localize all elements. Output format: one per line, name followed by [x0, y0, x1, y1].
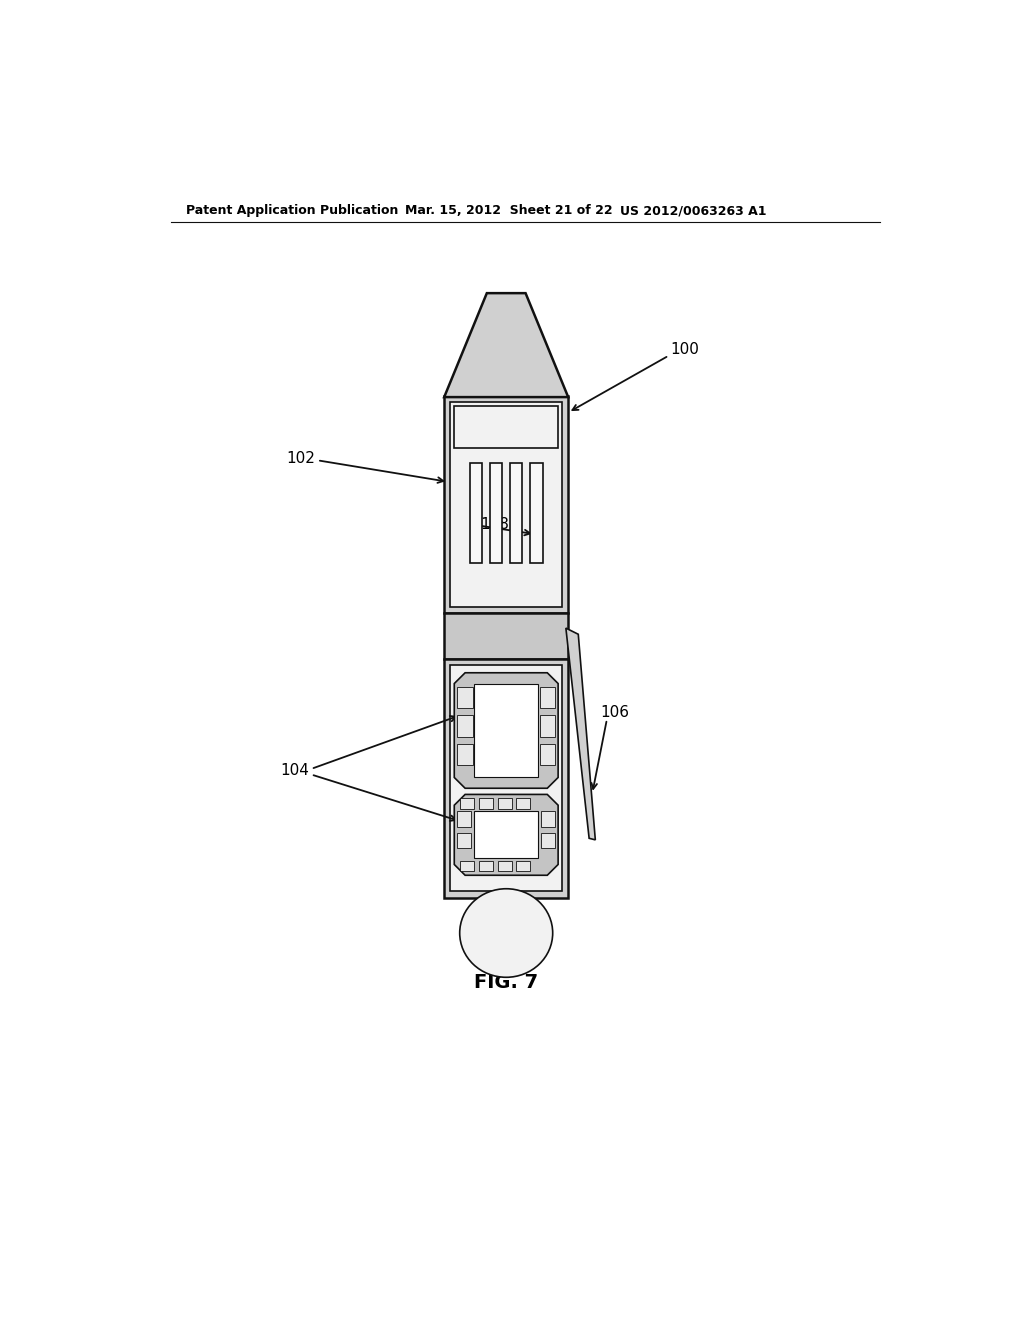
Text: US 2012/0063263 A1: US 2012/0063263 A1 — [621, 205, 767, 218]
Bar — [541, 812, 555, 826]
Bar — [474, 812, 538, 858]
Text: Patent Application Publication: Patent Application Publication — [186, 205, 398, 218]
Polygon shape — [455, 795, 558, 875]
Bar — [541, 833, 555, 849]
Text: 104: 104 — [281, 763, 309, 777]
Bar — [540, 715, 555, 737]
Bar — [498, 861, 512, 871]
Bar — [498, 799, 512, 809]
Text: 100: 100 — [671, 342, 699, 356]
Bar — [489, 463, 503, 564]
Bar — [516, 861, 530, 871]
Bar — [458, 743, 473, 766]
Bar — [479, 861, 493, 871]
Bar — [458, 833, 471, 849]
Bar — [458, 686, 473, 708]
Ellipse shape — [460, 888, 553, 977]
Bar — [461, 861, 474, 871]
Bar — [458, 715, 473, 737]
Bar — [444, 659, 568, 898]
Bar — [530, 463, 543, 564]
Bar — [451, 401, 562, 607]
Bar — [458, 812, 471, 826]
Bar — [444, 396, 568, 612]
Bar — [444, 612, 568, 659]
Bar — [516, 799, 530, 809]
Text: 102: 102 — [287, 451, 315, 466]
Bar — [540, 686, 555, 708]
Bar — [474, 684, 538, 776]
Bar — [470, 463, 482, 564]
Polygon shape — [455, 673, 558, 788]
Bar — [510, 463, 522, 564]
Bar — [461, 799, 474, 809]
Bar — [451, 665, 562, 891]
Text: Mar. 15, 2012  Sheet 21 of 22: Mar. 15, 2012 Sheet 21 of 22 — [406, 205, 613, 218]
Bar — [540, 743, 555, 766]
Text: 106: 106 — [601, 705, 630, 721]
Polygon shape — [444, 293, 568, 397]
Text: FIG. 7: FIG. 7 — [474, 973, 539, 991]
Bar — [479, 799, 493, 809]
Polygon shape — [566, 628, 595, 840]
Text: 108: 108 — [480, 516, 510, 532]
Bar — [455, 405, 558, 447]
